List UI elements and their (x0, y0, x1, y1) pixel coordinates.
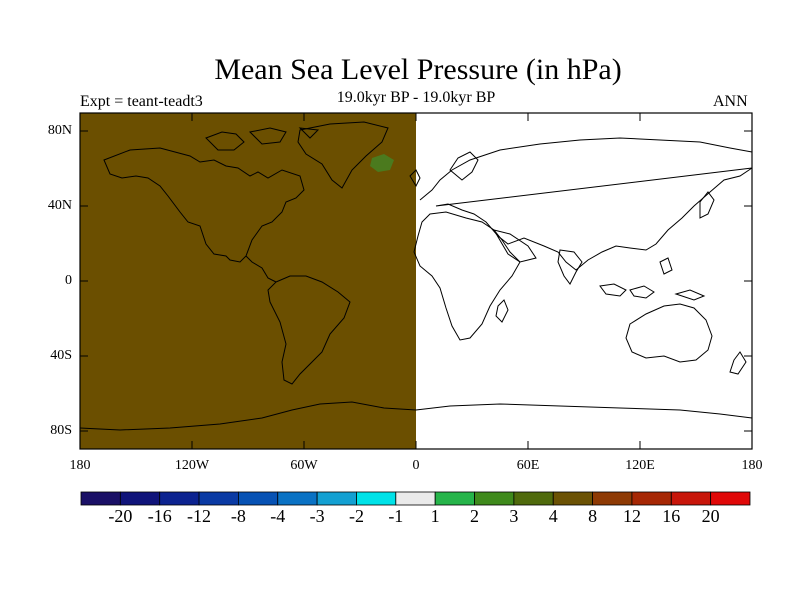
colorbar-swatch (277, 491, 318, 506)
coast-indonesia (599, 257, 706, 301)
colorbar-label: -1 (388, 506, 404, 526)
coast-madagascar (495, 299, 509, 323)
colorbar-swatch (356, 491, 397, 506)
colorbar-swatch (395, 491, 436, 506)
lon-label-60w: 60W (290, 458, 318, 473)
colorbar-swatch (434, 491, 475, 506)
coast-new-zealand (729, 351, 747, 375)
coast-greenland (297, 121, 389, 189)
experiment-label: Expt = teant-teadt3 (80, 93, 203, 110)
lat-label-80s: 80S (50, 423, 72, 438)
map-title: Mean Sea Level Pressure (in hPa) (214, 53, 622, 86)
lat-label-80n: 80N (47, 123, 72, 138)
colorbar-swatch (80, 491, 121, 506)
colorbar-label: -2 (348, 506, 364, 526)
colorbar-swatch (710, 491, 751, 506)
greenland-sea-patch (370, 154, 394, 172)
colorbar-label: 4 (548, 506, 558, 526)
coast-south-america (267, 275, 351, 385)
western-hemisphere-field (80, 113, 416, 449)
coast-arabia (492, 229, 537, 263)
colorbar-label: -20 (108, 506, 133, 526)
colorbar-swatch (670, 491, 712, 506)
coast-british-isles (409, 169, 421, 188)
colorbar-swatch (198, 491, 239, 506)
colorbar (80, 491, 751, 506)
colorbar-label: 12 (622, 506, 641, 526)
colorbar-label: 2 (470, 506, 480, 526)
colorbar-label: 16 (662, 506, 681, 526)
colorbar-label: -4 (270, 506, 286, 526)
season-label: ANN (713, 93, 748, 110)
colorbar-label: 3 (509, 506, 519, 526)
colorbar-swatch (631, 491, 672, 506)
coast-arctic-islands (205, 127, 320, 151)
lat-label-40n: 40N (47, 198, 72, 213)
coast-eurasia (419, 137, 753, 271)
lat-label-40s: 40S (50, 348, 72, 363)
colorbar-swatch (474, 491, 515, 506)
coast-africa (413, 211, 521, 341)
colorbar-label: 1 (430, 506, 440, 526)
coast-scandinavia (449, 151, 479, 181)
lon-label-0: 0 (412, 458, 420, 473)
period-label: 19.0kyr BP - 19.0kyr BP (336, 89, 496, 106)
colorbar-swatch (552, 491, 593, 506)
colorbar-label: 8 (588, 506, 598, 526)
colorbar-swatch (159, 491, 200, 506)
coast-india (557, 249, 583, 285)
colorbar-swatch (119, 491, 161, 506)
colorbar-swatch (238, 491, 279, 506)
colorbar-label: -3 (309, 506, 325, 526)
colorbar-swatch (316, 491, 357, 506)
coastlines (79, 121, 753, 431)
colorbar-label: -12 (187, 506, 212, 526)
lon-label-180w: 180 (69, 458, 91, 473)
colorbar-swatch (513, 491, 554, 506)
coast-central-america (245, 255, 277, 283)
coast-australia (625, 303, 713, 363)
lon-label-120w: 120W (174, 458, 210, 473)
lon-label-180e: 180 (741, 458, 763, 473)
lat-label-0: 0 (65, 273, 72, 288)
lon-label-120e: 120E (625, 458, 655, 473)
colorbar-swatch (592, 491, 633, 506)
colorbar-label: -8 (230, 506, 246, 526)
coast-japan (699, 191, 715, 219)
eastern-hemisphere-field (416, 113, 752, 449)
lon-ticks (79, 113, 753, 449)
lon-label-60e: 60E (516, 458, 540, 473)
colorbar-label: -16 (147, 506, 172, 526)
lat-ticks (80, 130, 752, 432)
coast-antarctica (79, 401, 753, 431)
coast-north-america (103, 147, 305, 263)
colorbar-label: 20 (701, 506, 720, 526)
